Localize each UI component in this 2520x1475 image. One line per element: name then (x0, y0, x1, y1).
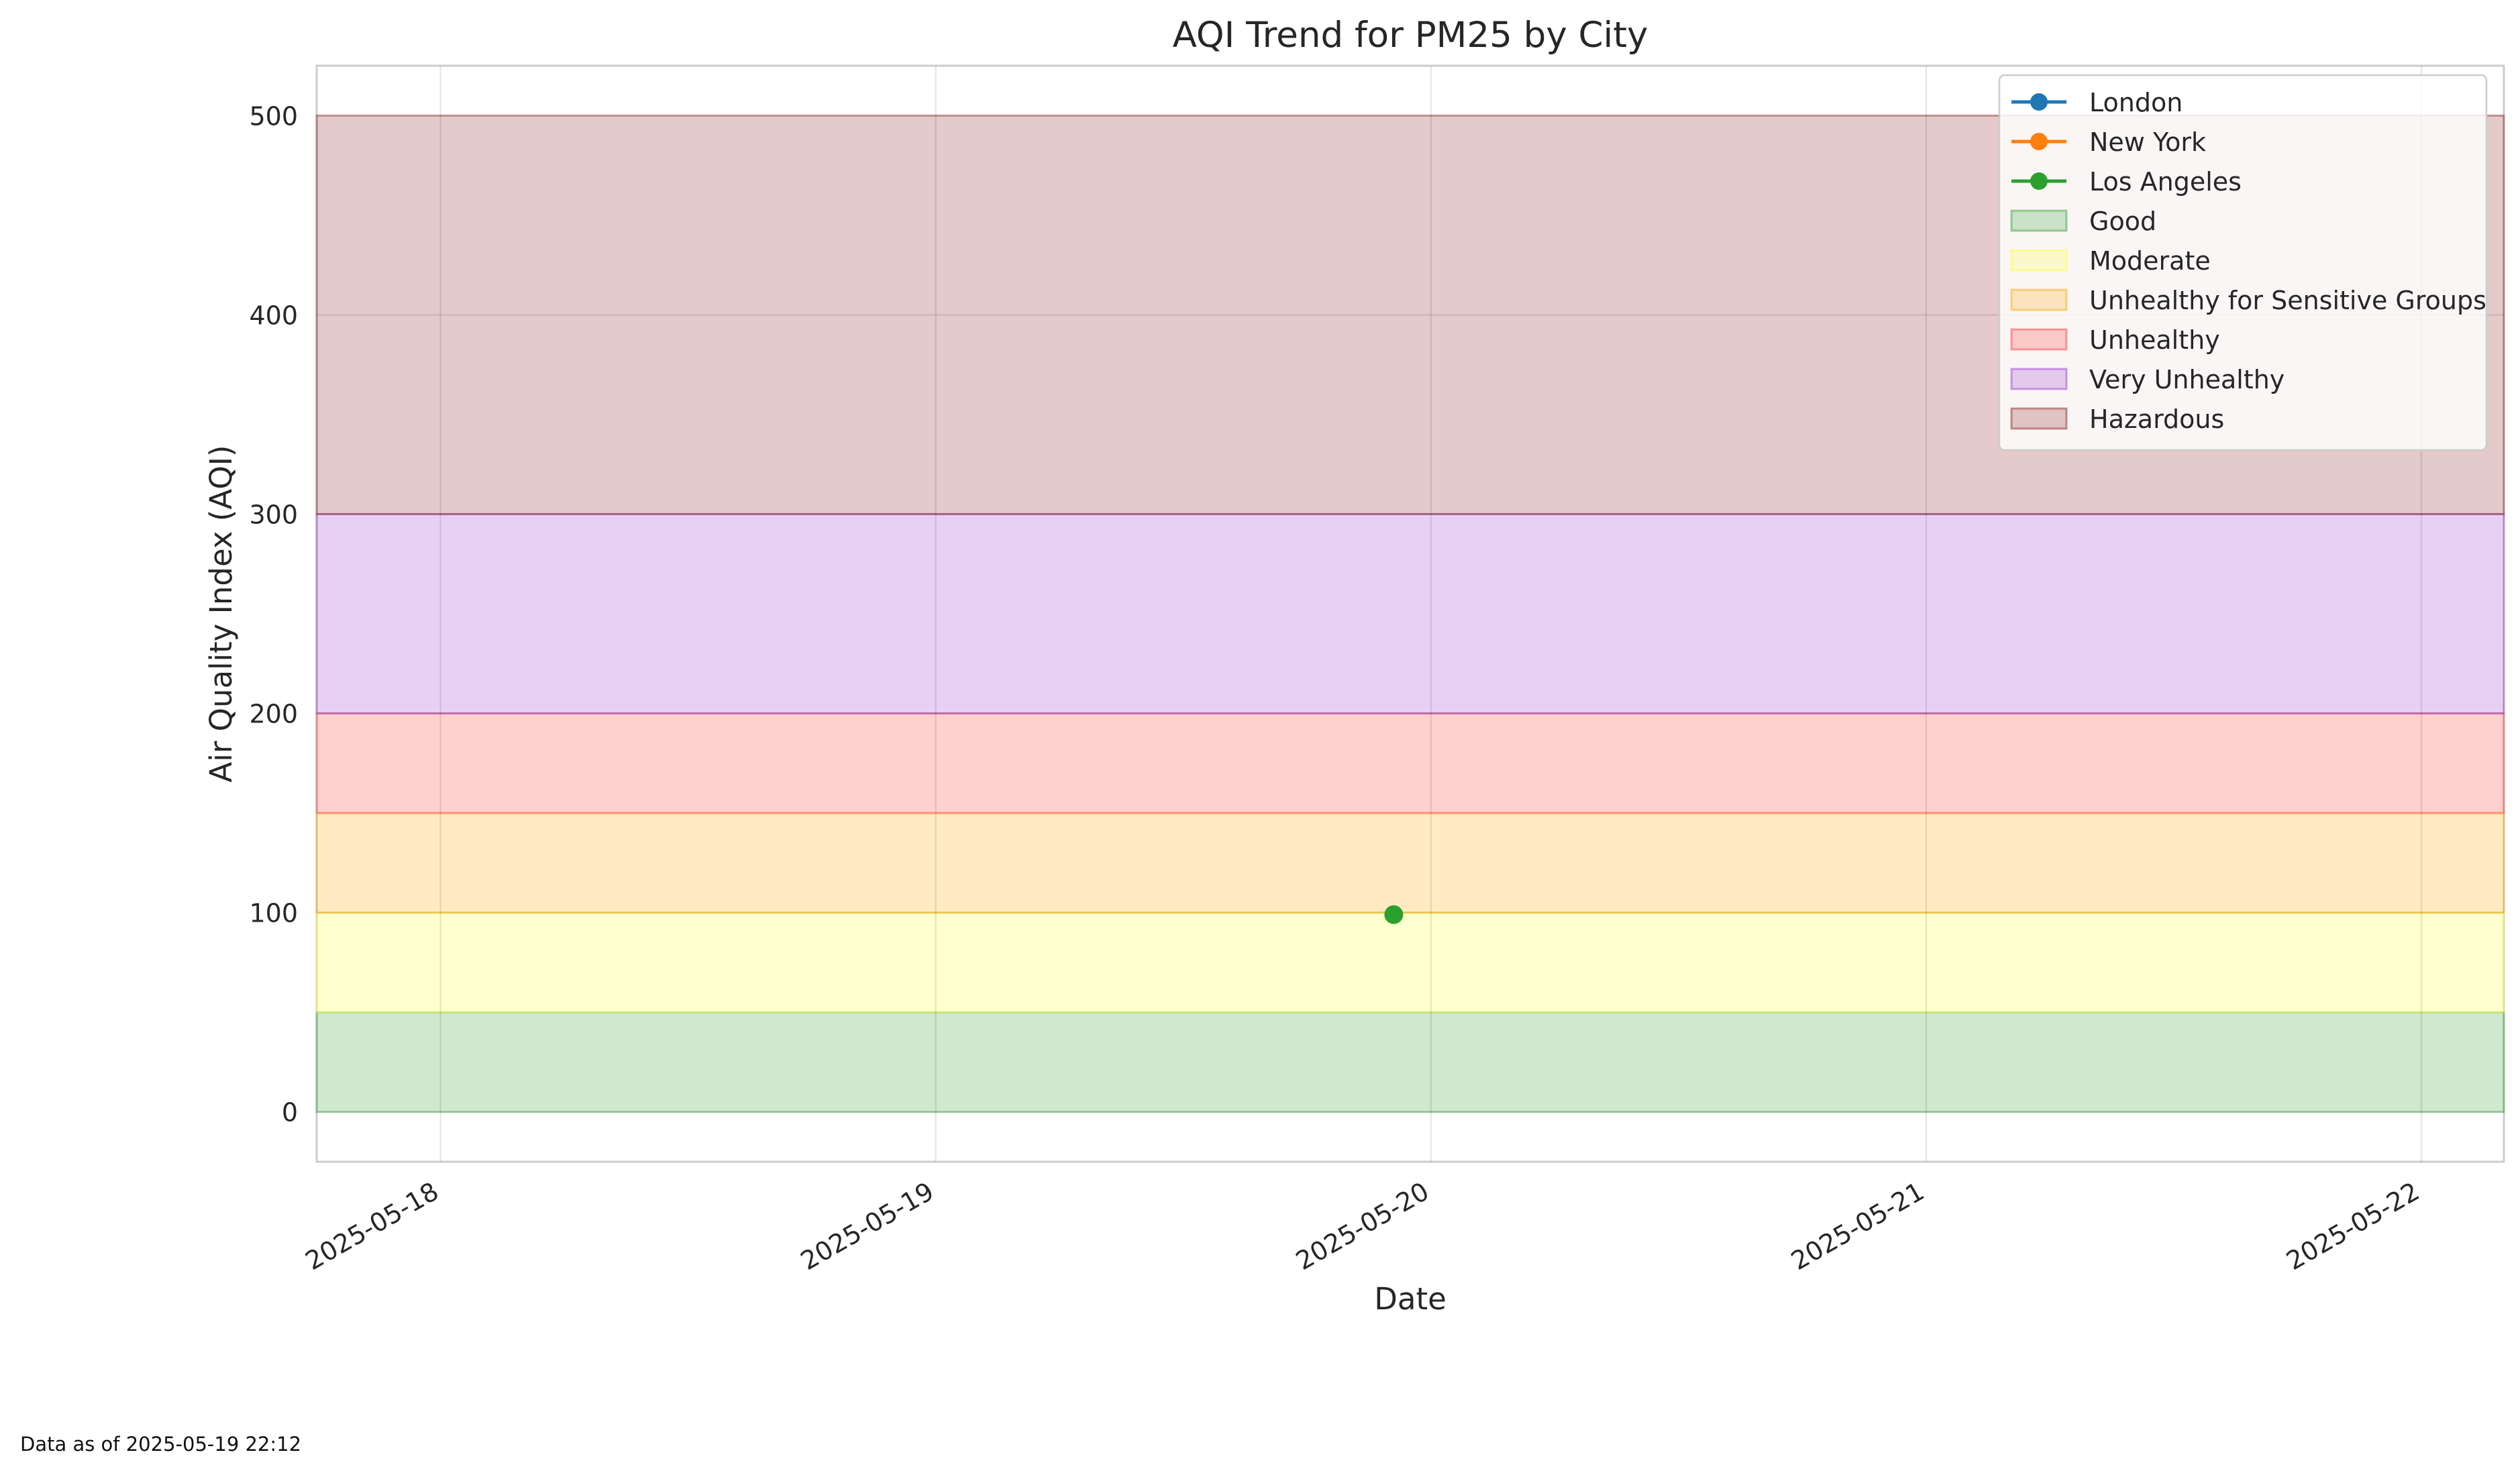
legend-band-label-4: Very Unhealthy (2089, 365, 2285, 394)
legend-swatch-0 (2010, 209, 2068, 232)
y-tick-label-1: 100 (249, 899, 298, 928)
x-axis-label: Date (1374, 1281, 1447, 1317)
x-tick-label-0: 2025-05-18 (301, 1177, 443, 1276)
y-tick-label-2: 200 (249, 700, 298, 729)
y-tick-label-5: 500 (249, 101, 298, 131)
grid-lines (317, 66, 2504, 1162)
y-axis-label: Air Quality Index (AQI) (203, 445, 239, 782)
legend-box (1998, 74, 2488, 451)
legend-band-label-2: Unhealthy for Sensitive Groups (2089, 286, 2486, 315)
y-tick-label-0: 0 (282, 1098, 298, 1128)
legend-marker-1 (2030, 133, 2048, 150)
legend-swatch-2 (2010, 288, 2068, 311)
band-2 (315, 812, 2505, 914)
legend-band-label-0: Good (2089, 207, 2156, 236)
legend-marker-0 (2030, 93, 2048, 111)
band-3 (315, 712, 2505, 814)
legend-swatch-3 (2010, 328, 2068, 351)
band-1 (315, 912, 2505, 1014)
legend-series-label-1: New York (2089, 127, 2206, 157)
legend-swatch-1 (2010, 249, 2068, 272)
legend-swatch-5 (2010, 407, 2068, 430)
legend-band-label-3: Unhealthy (2089, 325, 2220, 355)
legend-band-label-1: Moderate (2089, 246, 2211, 276)
x-tick-label-2: 2025-05-20 (1291, 1177, 1434, 1276)
band-4 (315, 512, 2505, 715)
legend: London New York Los Angeles Good Moderate Unh… (1998, 74, 2488, 451)
legend-series-label-2: Los Angeles (2089, 167, 2242, 197)
x-tick-label-4: 2025-05-22 (2281, 1177, 2424, 1276)
y-tick-label-4: 400 (249, 301, 298, 330)
point-2-0 (1384, 905, 1404, 924)
band-0 (315, 1011, 2505, 1113)
data-points (1384, 905, 1404, 924)
legend-band-label-5: Hazardous (2089, 404, 2224, 434)
chart-title: AQI Trend for PM25 by City (1173, 15, 1648, 56)
y-tick-label-3: 300 (249, 500, 298, 529)
x-tick-label-3: 2025-05-21 (1786, 1177, 1929, 1276)
legend-marker-2 (2030, 172, 2048, 190)
legend-series-label-0: London (2089, 88, 2183, 117)
data-timestamp: Data as of 2025-05-19 22:12 (20, 1433, 302, 1456)
legend-swatch-4 (2010, 368, 2068, 390)
x-tick-label-1: 2025-05-19 (796, 1177, 939, 1276)
